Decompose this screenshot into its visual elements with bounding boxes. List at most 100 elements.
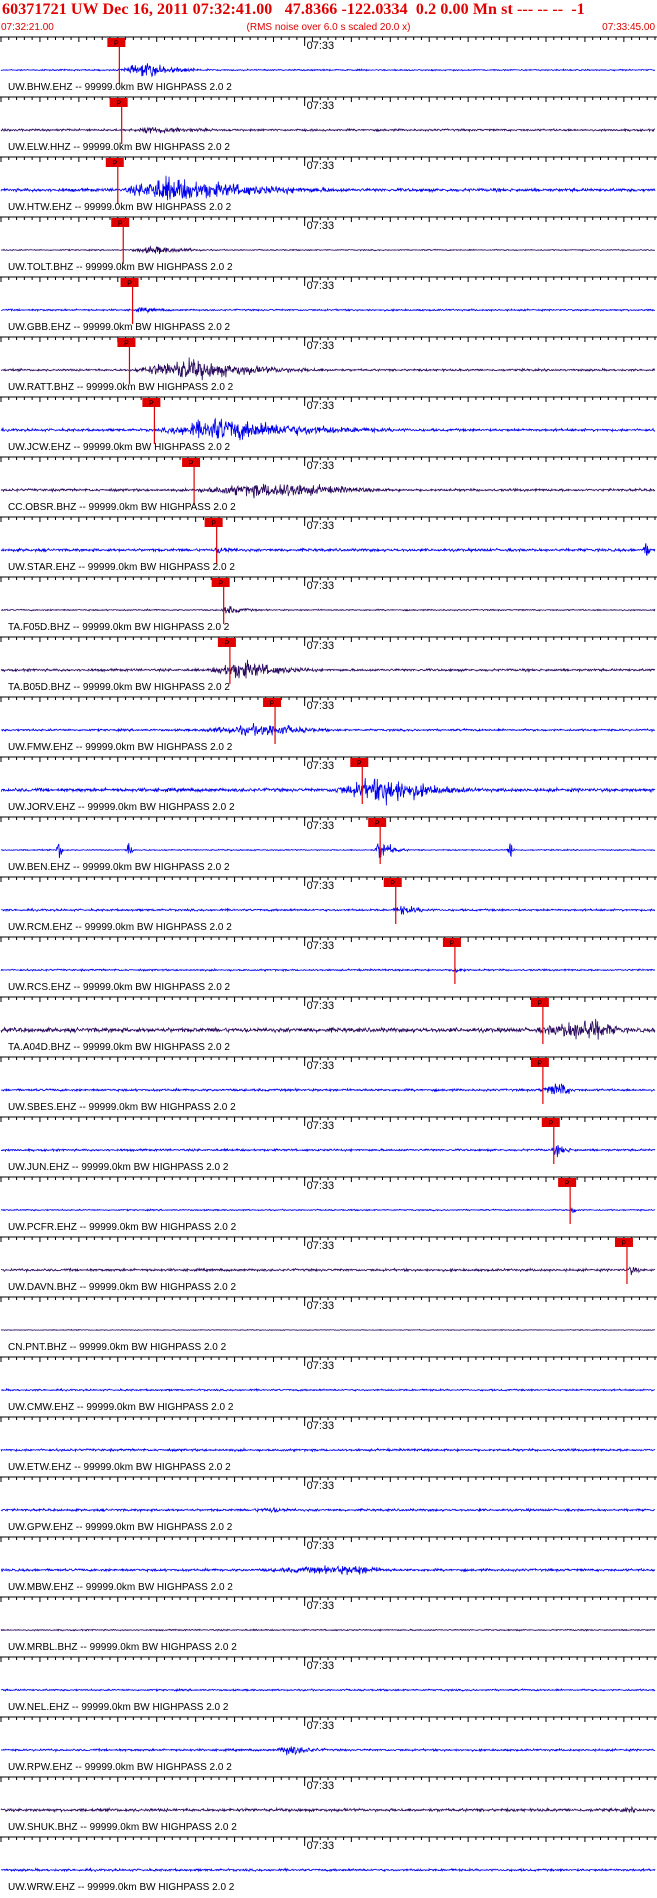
seismogram-trace: 07:33 P UW.JCW.EHZ -- 99999.0km BW HIGHPAS…: [0, 396, 657, 453]
minute-mark-label: 07:33: [307, 700, 335, 712]
channel-label: UW.ETW.EHZ -- 99999.0km BW HIGHPASS 2.0 …: [8, 1462, 231, 1473]
channel-label: UW.MBW.EHZ -- 99999.0km BW HIGHPASS 2.0 …: [8, 1582, 233, 1593]
record-header: 60371721 UW Dec 16, 2011 07:32:41.00 47.…: [0, 0, 657, 36]
waveform: [0, 722, 656, 737]
event-title: 60371721 UW Dec 16, 2011 07:32:41.00 47.…: [2, 1, 585, 18]
waveform: [0, 1565, 656, 1576]
pick-flag: [368, 818, 387, 827]
minute-mark-label: 07:33: [307, 1840, 335, 1852]
seismogram-trace: 07:33 P UW.TOLT.BHZ -- 99999.0km BW HIGHPA…: [0, 216, 657, 273]
waveform: [0, 659, 656, 679]
pick-label: P: [270, 701, 275, 708]
seismogram-trace: 07:33 UW.MRBL.BHZ -- 99999.0km BW HIGHPAS…: [0, 1596, 657, 1653]
pick-flag: [530, 1058, 549, 1067]
minute-mark-label: 07:33: [307, 340, 335, 352]
rms-noise-note: (RMS noise over 6.0 s scaled 20.0 x): [246, 22, 411, 33]
minute-mark-label: 07:33: [307, 160, 335, 172]
pick-label: P: [375, 821, 380, 828]
channel-label: UW.RATT.BHZ -- 99999.0km BW HIGHPASS 2.0…: [8, 382, 234, 393]
channel-label: UW.SHUK.BHZ -- 99999.0km BW HIGHPASS 2.0…: [8, 1822, 237, 1833]
pick-flag: [107, 38, 126, 47]
pick-label: P: [538, 1061, 543, 1068]
minute-mark-label: 07:33: [307, 1060, 335, 1072]
waveform: [0, 1018, 656, 1040]
waveform: [0, 63, 656, 78]
minute-mark-label: 07:33: [307, 580, 335, 592]
pick-label: P: [189, 461, 194, 468]
minute-mark-label: 07:33: [307, 1240, 335, 1252]
minute-mark-label: 07:33: [307, 1660, 335, 1672]
pick-flag: [217, 638, 236, 647]
waveform: [0, 307, 656, 314]
channel-label: UW.JORV.EHZ -- 99999.0km BW HIGHPASS 2.0…: [8, 802, 235, 813]
waveform: [0, 1328, 656, 1332]
minute-mark-label: 07:33: [307, 1360, 335, 1372]
channel-label: UW.JUN.EHZ -- 99999.0km BW HIGHPASS 2.0 …: [8, 1162, 229, 1173]
channel-label: TA.B05D.BHZ -- 99999.0km BW HIGHPASS 2.0…: [8, 682, 230, 693]
waveform: [0, 245, 656, 255]
channel-label: UW.ELW.HHZ -- 99999.0km BW HIGHPASS 2.0 …: [8, 142, 230, 153]
channel-label: UW.JCW.EHZ -- 99999.0km BW HIGHPASS 2.0 …: [8, 442, 231, 453]
channel-label: CN.PNT.BHZ -- 99999.0km BW HIGHPASS 2.0 …: [8, 1342, 227, 1353]
channel-label: UW.DAVN.BHZ -- 99999.0km BW HIGHPASS 2.0…: [8, 1282, 236, 1293]
pick-label: P: [565, 1181, 570, 1188]
seismogram-trace: 07:33 P UW.PCFR.EHZ -- 99999.0km BW HIGHPA…: [0, 1176, 657, 1233]
pick-flag: [442, 938, 461, 947]
pick-label: P: [218, 581, 223, 588]
pick-flag: [383, 878, 402, 887]
seismogram-trace: 07:33 P UW.SBES.EHZ -- 99999.0km BW HIGHPA…: [0, 1056, 657, 1113]
seismogram-trace: 07:33 UW.ETW.EHZ -- 99999.0km BW HIGHPASS…: [0, 1416, 657, 1473]
channel-label: UW.RPW.EHZ -- 99999.0km BW HIGHPASS 2.0 …: [8, 1762, 232, 1773]
pick-label: P: [622, 1241, 627, 1248]
minute-mark-label: 07:33: [307, 40, 335, 52]
channel-label: UW.TOLT.BHZ -- 99999.0km BW HIGHPASS 2.0…: [8, 262, 233, 273]
minute-mark-label: 07:33: [307, 640, 335, 652]
channel-label: CC.OBSR.BHZ -- 99999.0km BW HIGHPASS 2.0…: [8, 502, 236, 513]
minute-mark-label: 07:33: [307, 1780, 335, 1792]
minute-mark-label: 07:33: [307, 760, 335, 772]
channel-label: UW.STAR.EHZ -- 99999.0km BW HIGHPASS 2.0…: [8, 562, 235, 573]
pick-label: P: [548, 1121, 553, 1128]
seismogram-trace: 07:33 UW.MBW.EHZ -- 99999.0km BW HIGHPASS…: [0, 1536, 657, 1593]
channel-label: UW.FMW.EHZ -- 99999.0km BW HIGHPASS 2.0 …: [8, 742, 233, 753]
seismogram-trace: 07:33 P UW.STAR.EHZ -- 99999.0km BW HIGHPA…: [0, 516, 657, 573]
pick-flag: [117, 338, 136, 347]
pick-flag: [263, 698, 282, 707]
pick-flag: [111, 218, 130, 227]
waveform: [0, 175, 656, 201]
seismogram-trace: 07:33 UW.GPW.EHZ -- 99999.0km BW HIGHPASS…: [0, 1476, 657, 1533]
seismogram-trace: 07:33 P UW.RCM.EHZ -- 99999.0km BW HIGHPAS…: [0, 876, 657, 933]
pick-flag: [350, 758, 369, 767]
pick-flag: [614, 1238, 633, 1247]
pick-label: P: [124, 341, 129, 348]
pick-label: P: [225, 641, 230, 648]
waveform: [0, 967, 656, 974]
waveform: [0, 1266, 656, 1276]
minute-mark-label: 07:33: [307, 820, 335, 832]
waveform: [0, 543, 656, 556]
minute-mark-label: 07:33: [307, 1540, 335, 1552]
channel-label: UW.GBB.EHZ -- 99999.0km BW HIGHPASS 2.0 …: [8, 322, 231, 333]
pick-flag: [142, 398, 161, 407]
seismogram-trace: 07:33 P UW.ELW.HHZ -- 99999.0km BW HIGHPAS…: [0, 96, 657, 153]
seismogram-trace: 07:33 P TA.A04D.BHZ -- 99999.0km BW HIGHPA…: [0, 996, 657, 1053]
minute-mark-label: 07:33: [307, 220, 335, 232]
seismogram-trace: 07:33 UW.NEL.EHZ -- 99999.0km BW HIGHPASS…: [0, 1656, 657, 1713]
waveform: [0, 1447, 656, 1453]
waveform: [0, 126, 656, 134]
minute-mark-label: 07:33: [307, 1180, 335, 1192]
channel-label: UW.RCS.EHZ -- 99999.0km BW HIGHPASS 2.0 …: [8, 982, 231, 993]
seismogram-trace: 07:33 P UW.BEN.EHZ -- 99999.0km BW HIGHPAS…: [0, 816, 657, 873]
pick-label: P: [450, 941, 455, 948]
pick-label: P: [127, 281, 132, 288]
minute-mark-label: 07:33: [307, 1120, 335, 1132]
channel-label: UW.MRBL.BHZ -- 99999.0km BW HIGHPASS 2.0…: [8, 1642, 237, 1653]
pick-flag: [109, 98, 128, 107]
pick-label: P: [116, 101, 121, 108]
waveform: [0, 1867, 656, 1873]
seismogram-trace: 07:33 P UW.GBB.EHZ -- 99999.0km BW HIGHPAS…: [0, 276, 657, 333]
waveform: [0, 1507, 656, 1514]
seismogram-trace: 07:33 P UW.FMW.EHZ -- 99999.0km BW HIGHPAS…: [0, 696, 657, 753]
waveform: [0, 777, 656, 806]
minute-mark-label: 07:33: [307, 1480, 335, 1492]
